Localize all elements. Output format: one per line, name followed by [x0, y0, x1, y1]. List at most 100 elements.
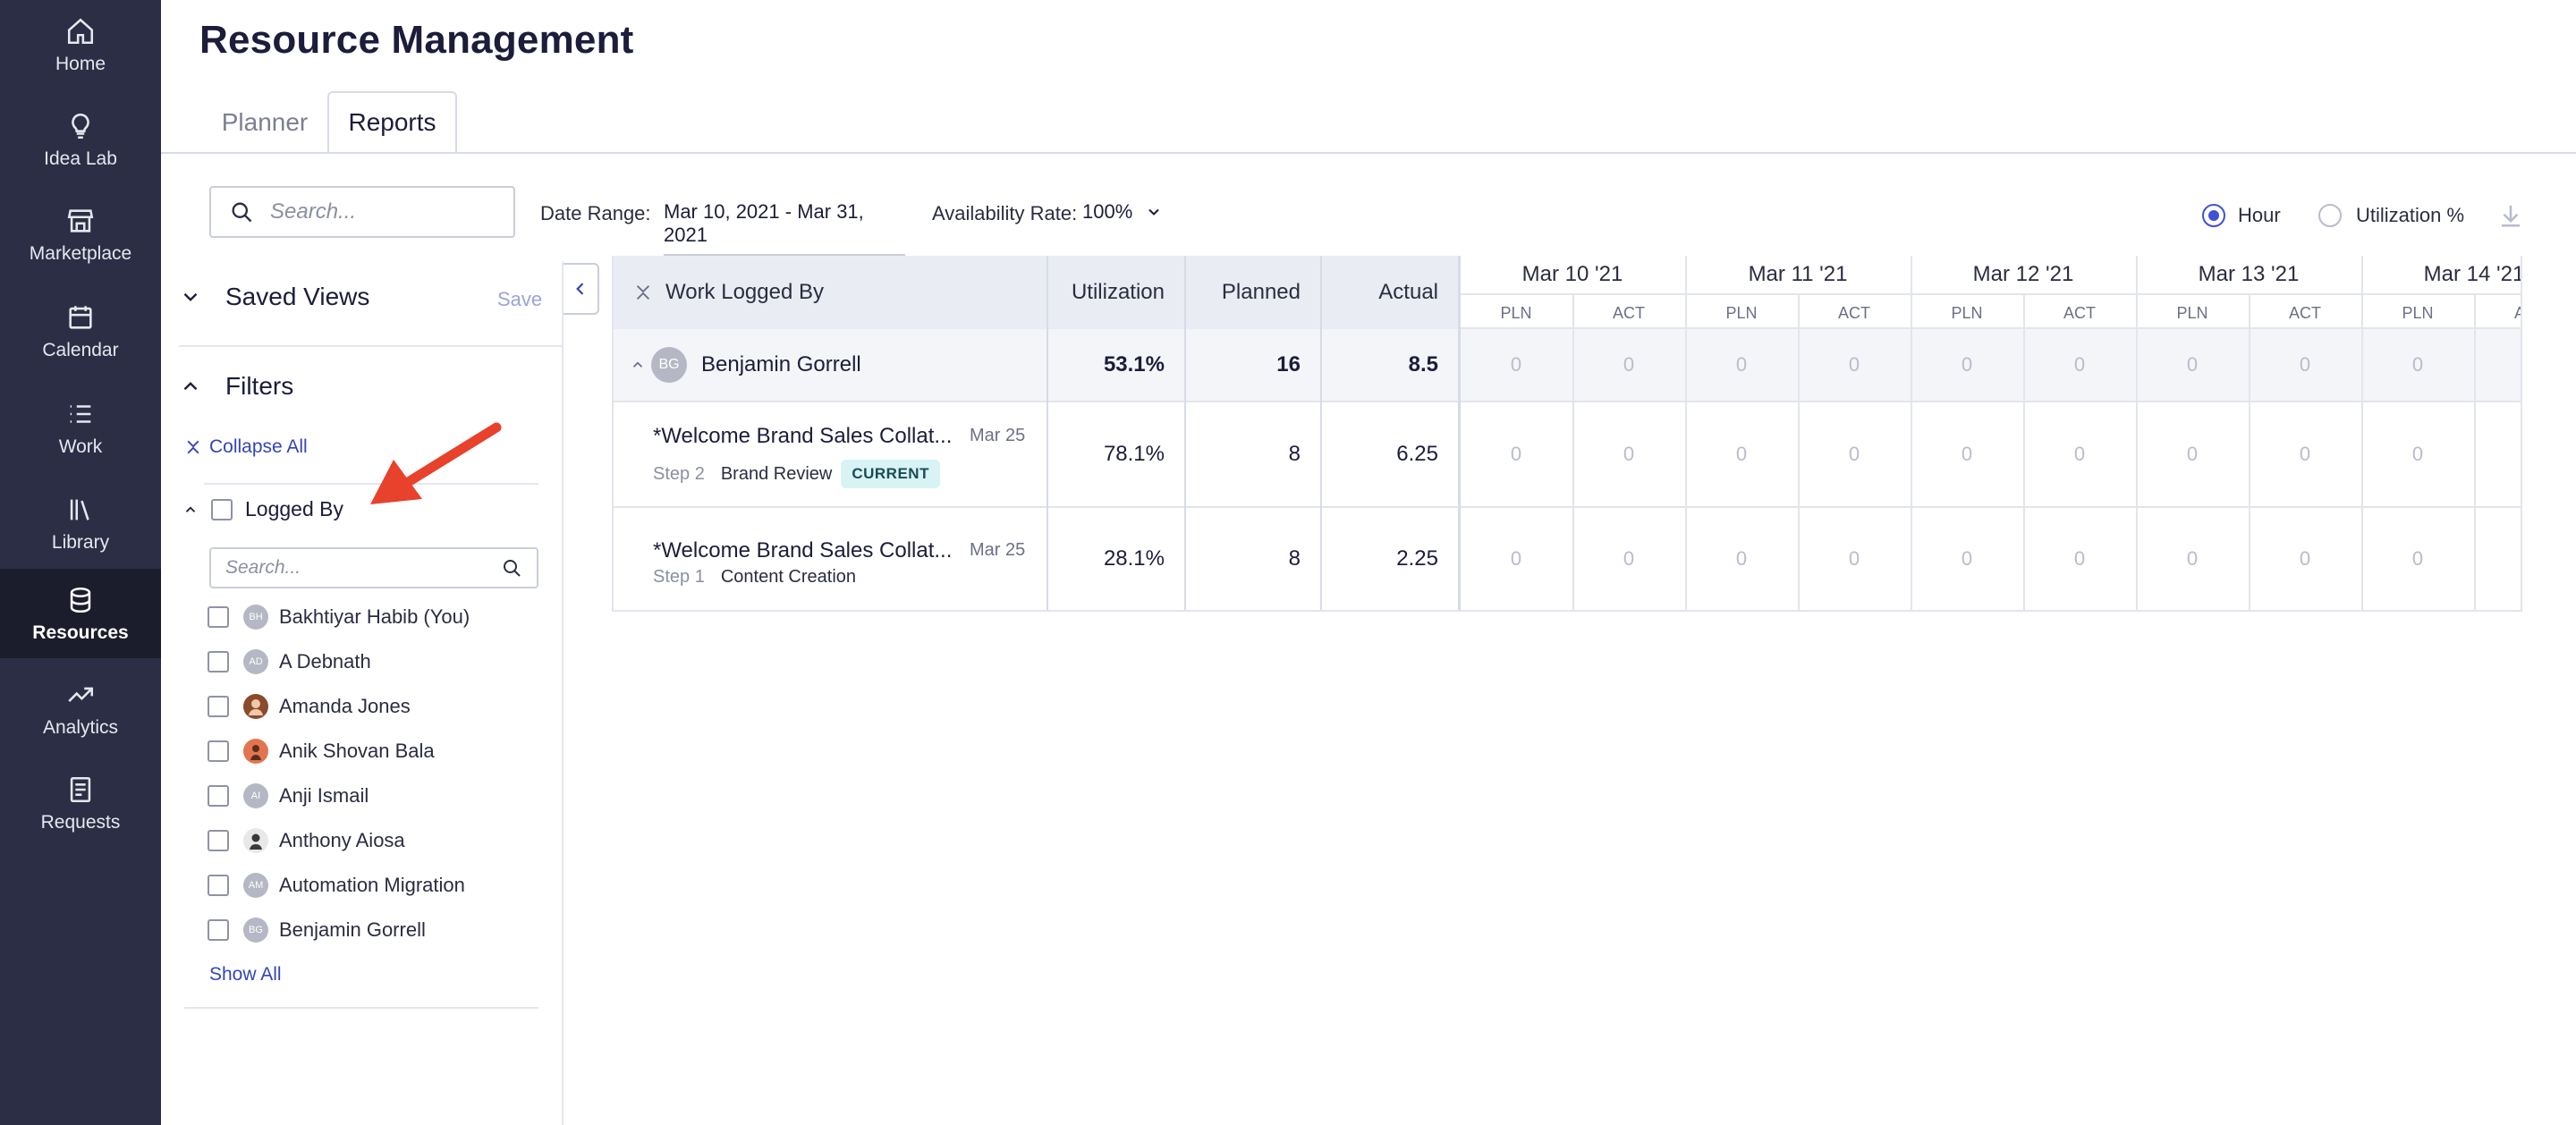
collapse-icon [187, 440, 199, 454]
column-header-work-logged-by[interactable]: Work Logged By [612, 256, 1046, 329]
download-icon[interactable] [2497, 200, 2524, 231]
person-option[interactable]: AD A Debnath [208, 649, 371, 674]
table-row[interactable]: *Welcome Brand Sales Collat... Mar 25 St… [612, 402, 2522, 508]
hours-cell[interactable]: 0 [1735, 547, 1748, 570]
table-row-summary[interactable]: BG Benjamin Gorrell 53.1% 16 8.5 0 0 0 0… [612, 329, 2522, 402]
hours-cell[interactable]: 0 [1735, 443, 1748, 465]
collapse-panel-button[interactable] [564, 263, 599, 315]
hours-cell[interactable]: 0 [1510, 547, 1522, 570]
saved-views-toggle[interactable]: Saved Views [179, 283, 369, 311]
hours-cell[interactable]: 0 [2186, 443, 2199, 465]
nav-item-idea-lab[interactable]: Idea Lab [0, 95, 161, 184]
column-divider [1798, 295, 1800, 610]
person-checkbox[interactable] [208, 606, 229, 628]
database-icon [70, 587, 91, 613]
planned-cell: 16 [1276, 352, 1301, 376]
utilization-radio-label: Utilization % [2356, 204, 2465, 226]
logged-by-checkbox[interactable] [211, 498, 233, 520]
person-option[interactable]: BH Bakhtiyar Habib (You) [208, 605, 470, 630]
nav-item-resources[interactable]: Resources [0, 569, 161, 658]
task-name[interactable]: *Welcome Brand Sales Collat... [653, 538, 953, 562]
tab-reports[interactable]: Reports [327, 91, 457, 154]
column-divider [1320, 256, 1322, 610]
hour-radio-label: Hour [2238, 204, 2281, 226]
filters-toggle[interactable]: Filters [179, 372, 293, 401]
logged-by-search-input[interactable]: Search... [209, 547, 538, 588]
person-checkbox[interactable] [208, 919, 229, 941]
utilization-cell: 28.1% [1103, 546, 1165, 571]
person-checkbox[interactable] [208, 651, 229, 672]
availability-rate-dropdown[interactable]: 100% [1082, 200, 1163, 224]
date-label: Mar 13 '21 [2136, 256, 2361, 295]
column-divider [1046, 256, 1048, 610]
show-all-link[interactable]: Show All [209, 964, 282, 985]
column-header-utilization[interactable]: Utilization [1046, 256, 1184, 329]
hours-cell[interactable]: 0 [1848, 443, 1860, 465]
person-name: Benjamin Gorrell [279, 918, 426, 941]
hours-cell[interactable]: 0 [2411, 443, 2424, 465]
hours-cell[interactable]: 0 [1961, 547, 1973, 570]
divider [204, 483, 538, 485]
avatar: AD [243, 649, 268, 674]
hours-cell[interactable]: 0 [2299, 443, 2311, 465]
person-name: Bakhtiyar Habib (You) [279, 605, 470, 628]
nav-item-calendar[interactable]: Calendar [0, 286, 161, 376]
page-title: Resource Management [199, 18, 634, 62]
hours-cell[interactable]: 0 [2073, 443, 2086, 465]
planned-cell: 8 [1288, 442, 1301, 466]
avatar-cell: BG Benjamin Gorrell [651, 329, 861, 401]
expand-toggle[interactable] [630, 329, 646, 401]
person-checkbox[interactable] [208, 785, 229, 807]
save-view-button[interactable]: Save [497, 288, 543, 310]
task-name[interactable]: *Welcome Brand Sales Collat... [653, 424, 953, 448]
hours-cell[interactable]: 0 [2299, 547, 2311, 570]
column-header-actual[interactable]: Actual [1320, 256, 1458, 329]
status-badge: CURRENT [841, 460, 940, 488]
person-name: Automation Migration [279, 874, 465, 896]
nav-item-home[interactable]: Home [0, 0, 161, 89]
utilization-radio[interactable] [2318, 204, 2342, 227]
person-option[interactable]: Amanda Jones [208, 694, 411, 719]
collapse-all-button[interactable]: Collapse All [184, 436, 308, 458]
nav-item-marketplace[interactable]: Marketplace [0, 190, 161, 279]
person-option[interactable]: BG Benjamin Gorrell [208, 918, 426, 943]
column-header-planned[interactable]: Planned [1184, 256, 1320, 329]
table-row[interactable]: *Welcome Brand Sales Collat... Mar 25 St… [612, 508, 2522, 612]
hours-cell[interactable]: 0 [2073, 547, 2086, 570]
person-option[interactable]: Anik Shovan Bala [208, 739, 435, 764]
person-checkbox[interactable] [208, 830, 229, 851]
person-option[interactable]: AM Automation Migration [208, 873, 465, 898]
hours-cell: 0 [2411, 353, 2424, 376]
nav-item-analytics[interactable]: Analytics [0, 664, 161, 753]
date-label: Mar 10 '21 [1460, 256, 1685, 295]
report-table: Work Logged By Utilization Planned Actua… [612, 256, 2522, 612]
nav-item-library[interactable]: Library [0, 478, 161, 568]
actual-sub-header: ACT [1613, 303, 1645, 322]
tab-planner[interactable]: Planner [221, 108, 309, 136]
search-input[interactable]: Search... [209, 186, 515, 238]
column-divider [2474, 295, 2476, 610]
person-option[interactable]: AI Anji Ismail [208, 783, 369, 808]
nav-label: Marketplace [29, 243, 132, 264]
hour-radio[interactable] [2202, 204, 2225, 227]
person-checkbox[interactable] [208, 740, 229, 762]
hours-cell[interactable]: 0 [1623, 443, 1635, 465]
hours-cell[interactable]: 0 [1623, 547, 1635, 570]
hours-cell[interactable]: 0 [1848, 547, 1860, 570]
date-range-picker[interactable]: Mar 10, 2021 - Mar 31, 2021 [664, 200, 905, 256]
nav-item-requests[interactable]: Requests [0, 758, 161, 848]
hours-cell[interactable]: 0 [2411, 547, 2424, 570]
hours-cell[interactable]: 0 [1510, 443, 1522, 465]
person-option[interactable]: Anthony Aiosa [208, 828, 405, 853]
person-checkbox[interactable] [208, 696, 229, 717]
planned-cell: 8 [1288, 546, 1301, 571]
nav-item-work[interactable]: Work [0, 383, 161, 472]
person-name: Anik Shovan Bala [279, 740, 435, 762]
actual-cell: 2.25 [1396, 546, 1438, 571]
plan-sub-header: PLN [2402, 303, 2434, 322]
hours-cell[interactable]: 0 [2186, 547, 2199, 570]
person-checkbox[interactable] [208, 875, 229, 896]
hours-cell[interactable]: 0 [1961, 443, 1973, 465]
tab-divider [161, 152, 2576, 154]
logged-by-filter[interactable]: Logged By [182, 497, 343, 521]
